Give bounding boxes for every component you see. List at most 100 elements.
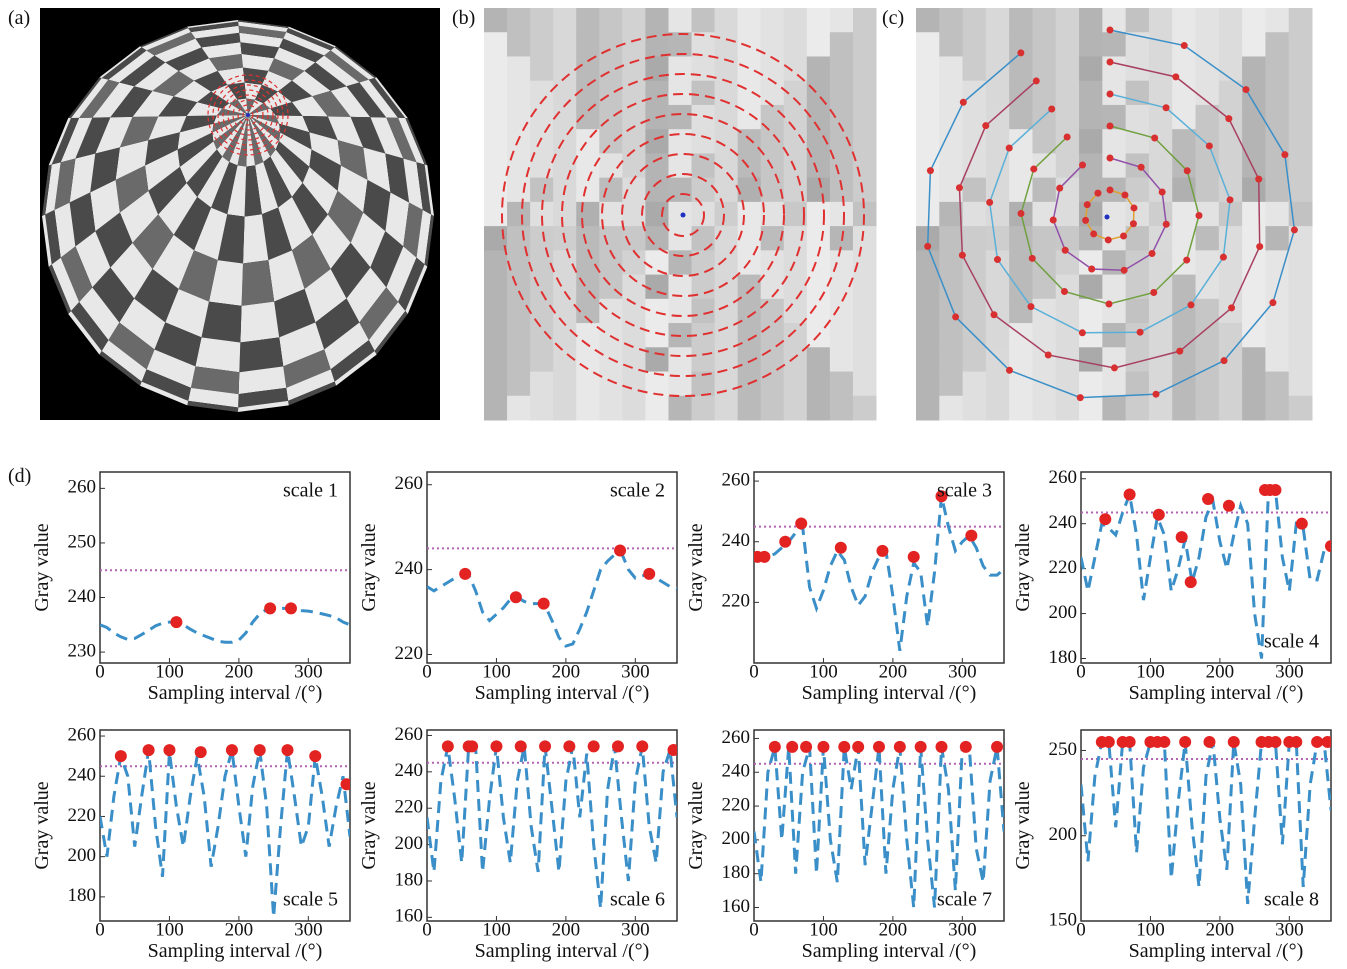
- sample-point: [1006, 367, 1013, 374]
- pixel: [1102, 8, 1126, 33]
- x-tick-label: 0: [95, 919, 105, 940]
- x-axis-label: Sampling interval /(°): [148, 682, 323, 704]
- pixel: [939, 153, 963, 178]
- pixel: [916, 105, 940, 130]
- pixel: [1079, 275, 1103, 300]
- pixel: [738, 347, 762, 372]
- pixel: [761, 56, 785, 81]
- pixel: [939, 396, 963, 421]
- pixel: [784, 226, 808, 251]
- x-tick-label: 300: [948, 661, 977, 682]
- pixel: [1009, 347, 1033, 372]
- pixel: [738, 299, 762, 324]
- pixel: [784, 8, 808, 33]
- pixel: [622, 56, 646, 81]
- chart-title: scale 7: [937, 889, 992, 911]
- pixel: [1149, 8, 1173, 33]
- pixel: [715, 396, 739, 421]
- pixel: [1149, 299, 1173, 324]
- pixel: [1056, 202, 1080, 227]
- pixel: [830, 8, 854, 33]
- pixel: [553, 129, 577, 154]
- pixel: [807, 347, 831, 372]
- sample-point: [1221, 357, 1228, 364]
- peak-point: [466, 740, 478, 752]
- pixel: [939, 226, 963, 251]
- pixel: [853, 153, 877, 178]
- peak-point: [915, 741, 927, 753]
- pixel: [599, 396, 623, 421]
- pixel: [939, 129, 963, 154]
- pixel: [576, 372, 600, 397]
- pixel: [507, 105, 531, 130]
- sample-point: [1017, 49, 1024, 56]
- pixel: [963, 32, 987, 57]
- pixel: [830, 129, 854, 154]
- pixel: [1196, 226, 1220, 251]
- pixel: [530, 323, 554, 348]
- pixel: [484, 56, 508, 81]
- y-tick-label: 180: [68, 885, 97, 906]
- pixel: [576, 178, 600, 203]
- pixel: [761, 129, 785, 154]
- y-tick-label: 240: [68, 765, 97, 786]
- pixel: [484, 81, 508, 106]
- pixel: [853, 178, 877, 203]
- pixel: [1265, 178, 1289, 203]
- sample-point: [1149, 250, 1156, 257]
- x-axis-label: Sampling interval /(°): [1129, 940, 1304, 962]
- y-tick-label: 240: [722, 530, 751, 551]
- y-tick-label: 250: [68, 531, 97, 552]
- x-tick-label: 100: [809, 661, 838, 682]
- y-tick-label: 200: [1049, 824, 1078, 845]
- pixel: [599, 299, 623, 324]
- peak-point: [636, 740, 648, 752]
- sample-point: [1269, 299, 1276, 306]
- sample-point: [1163, 221, 1170, 228]
- pixel: [599, 372, 623, 397]
- chart-title: scale 5: [283, 889, 338, 911]
- pixel: [853, 275, 877, 300]
- peak-point: [1124, 488, 1136, 500]
- pixel: [484, 153, 508, 178]
- pixel: [1172, 396, 1196, 421]
- x-tick-label: 100: [155, 919, 184, 940]
- pixel: [1149, 226, 1173, 251]
- pixel: [1289, 250, 1313, 275]
- pixel: [784, 275, 808, 300]
- sample-point: [1121, 191, 1128, 198]
- pixel: [1079, 202, 1103, 227]
- pixel: [1265, 105, 1289, 130]
- x-tick-label: 0: [1076, 661, 1086, 682]
- pixel: [1196, 8, 1220, 33]
- peak-point: [309, 750, 321, 762]
- chart: 0100200300230240250260Sampling interval …: [31, 472, 350, 704]
- pixel: [1102, 275, 1126, 300]
- pixel: [1126, 8, 1150, 33]
- pixel: [1079, 105, 1103, 130]
- peak-point: [588, 740, 600, 752]
- pixel: [530, 105, 554, 130]
- pixel: [1126, 396, 1150, 421]
- peak-point: [143, 744, 155, 756]
- pixel: [1102, 56, 1126, 81]
- y-tick-label: 240: [395, 558, 424, 579]
- pixel: [830, 56, 854, 81]
- pixel: [484, 250, 508, 275]
- pixel: [715, 202, 739, 227]
- peak-point: [170, 616, 182, 628]
- pixel: [1172, 275, 1196, 300]
- pixel: [1056, 153, 1080, 178]
- peak-point: [254, 744, 266, 756]
- pixel: [853, 372, 877, 397]
- pixel: [1172, 81, 1196, 106]
- pixel: [530, 178, 554, 203]
- pixel: [1196, 372, 1220, 397]
- pixel: [939, 372, 963, 397]
- pixel: [484, 105, 508, 130]
- y-tick-label: 260: [395, 473, 424, 494]
- chart-title: scale 4: [1264, 631, 1319, 653]
- pixel: [1242, 347, 1266, 372]
- pixel: [738, 56, 762, 81]
